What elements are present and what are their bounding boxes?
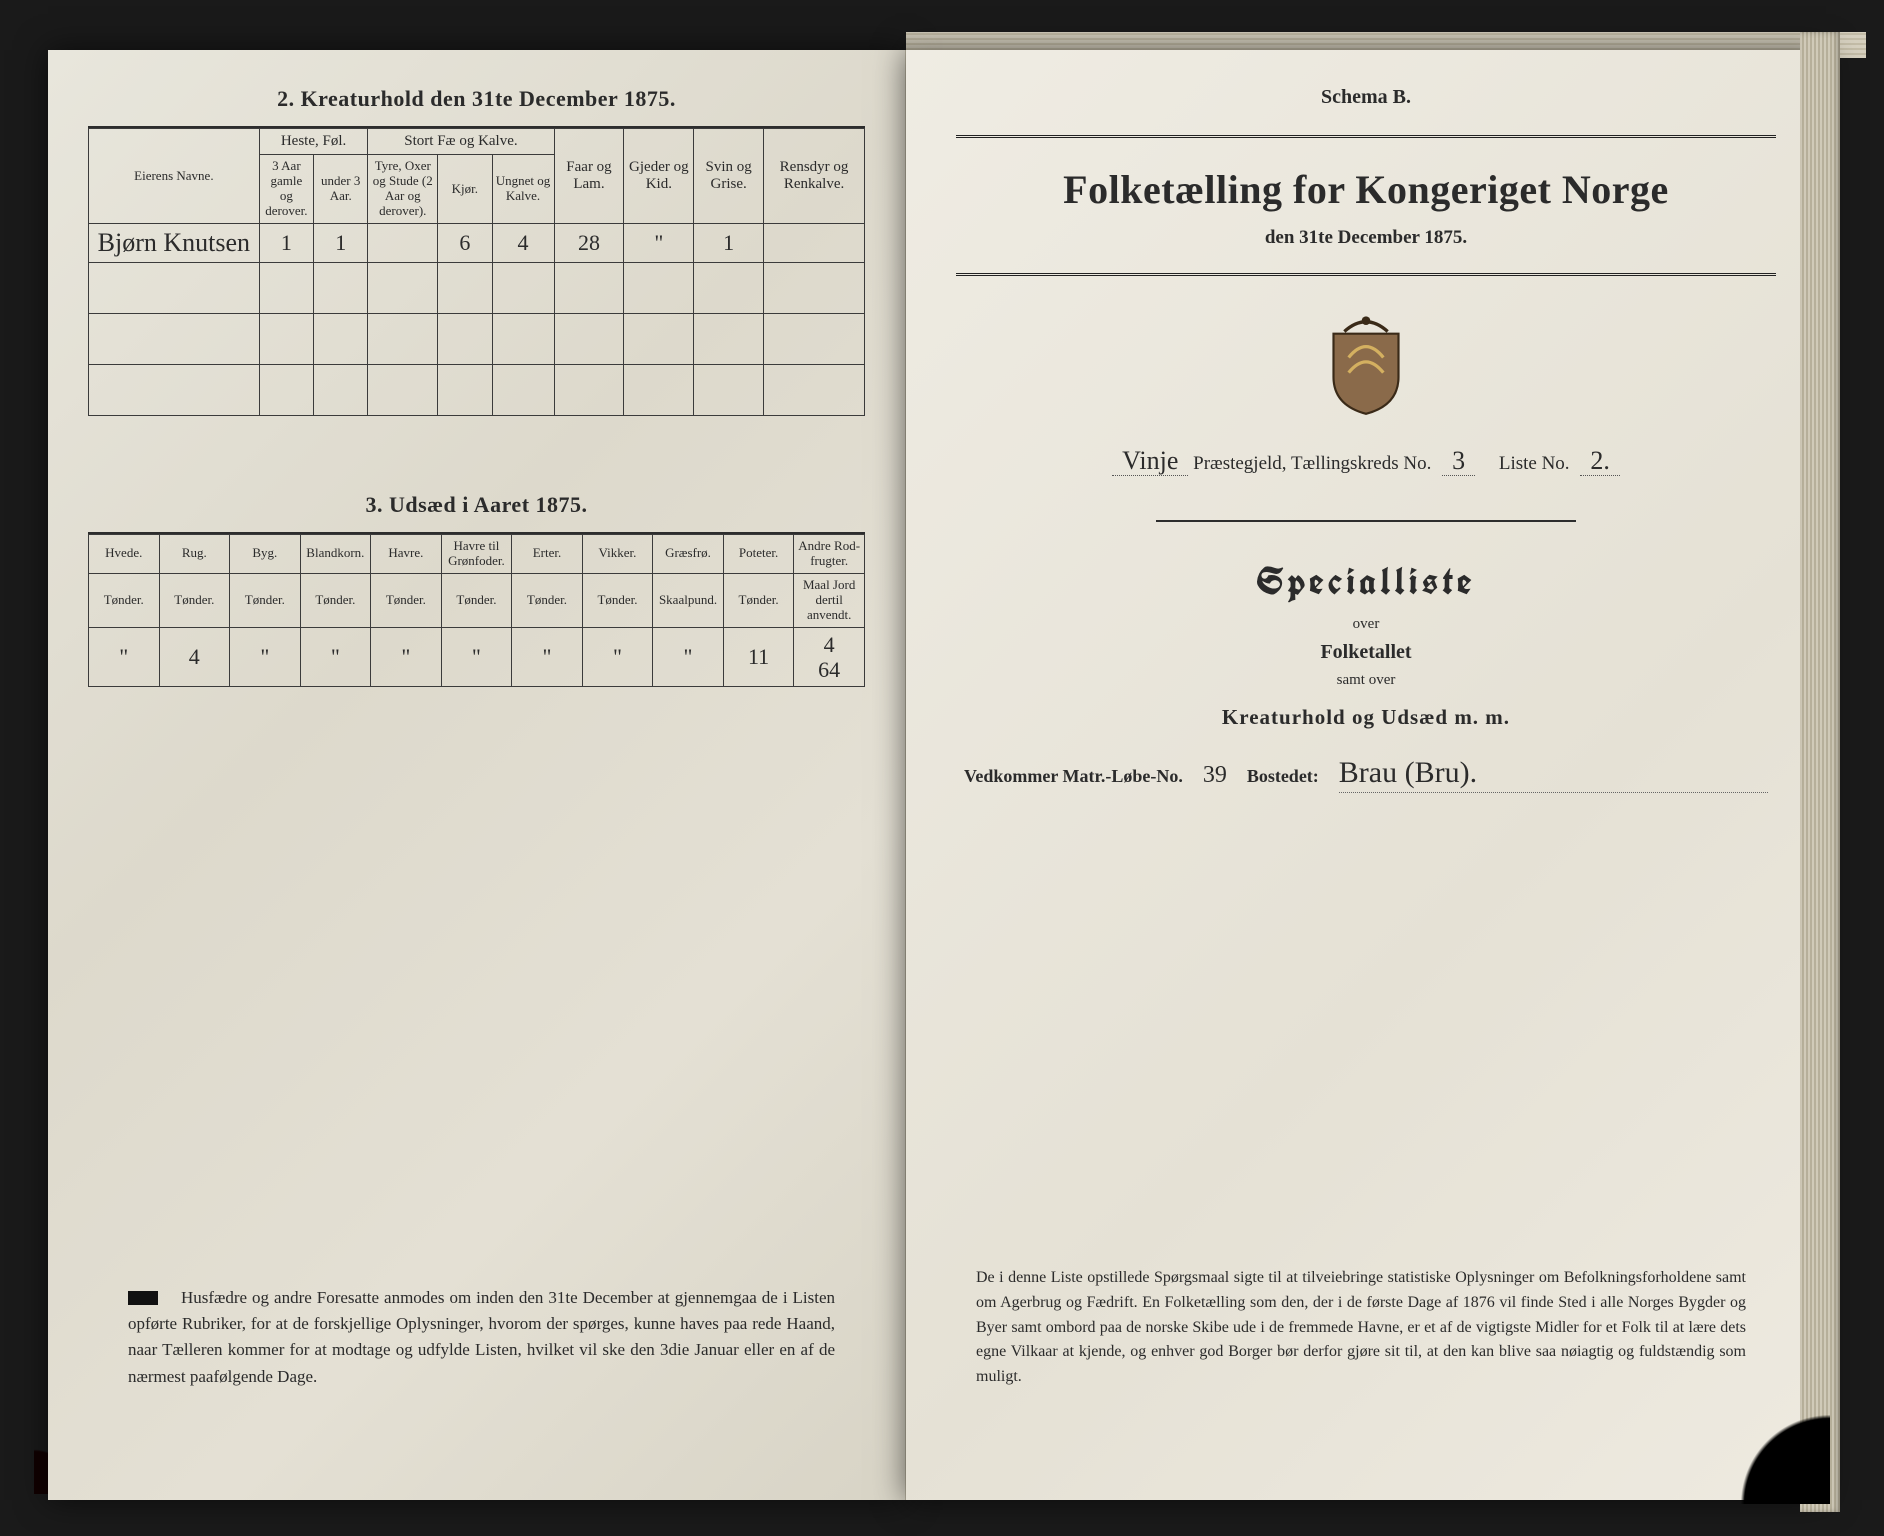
s-graesfro: " <box>653 627 724 687</box>
c-poteter: Poteter. <box>723 534 794 573</box>
sub-heste-a: 3 Aar gamle og derover. <box>259 155 313 224</box>
left-page: 2. Kreaturhold den 31te December 1875. E… <box>48 50 906 1500</box>
pointing-hand-icon <box>128 1291 158 1305</box>
c-havre-gron: Havre til Grønfoder. <box>441 534 512 573</box>
s-hvede: " <box>89 627 160 687</box>
section2-title: 2. Kreaturhold den 31te December 1875. <box>88 86 865 112</box>
c-byg: Byg. <box>230 534 301 573</box>
grp-heste: Heste, Føl. <box>259 129 368 155</box>
right-footnote: De i denne Liste opstillede Spørgsmaal s… <box>976 1266 1746 1390</box>
parish-lbl2: Liste No. <box>1499 453 1570 474</box>
table-row <box>89 262 865 313</box>
specialliste-title: Specialliste <box>946 556 1786 606</box>
grp-svin: Svin og Grise. <box>694 129 764 224</box>
bosted-place: Brau (Bru). <box>1339 756 1768 793</box>
kreds-no: 3 <box>1442 446 1475 476</box>
grp-stort: Stort Fæ og Kalve. <box>368 129 554 155</box>
right-corner-shadow <box>1680 1394 1830 1504</box>
liste-no: 2. <box>1580 446 1620 476</box>
u-4: Tønder. <box>300 573 371 627</box>
book-spread: 2. Kreaturhold den 31te December 1875. E… <box>0 0 1884 1536</box>
u-3: Tønder. <box>230 573 301 627</box>
right-page: Schema B. Folketælling for Kongeriget No… <box>906 50 1826 1500</box>
parish-lbl1: Præstegjeld, Tællingskreds No. <box>1193 453 1431 474</box>
v-rensdyr <box>764 224 865 263</box>
v-stort-a <box>368 224 438 263</box>
matr-lbl: Vedkommer Matr.-Løbe-No. <box>964 766 1183 787</box>
u-5: Tønder. <box>371 573 442 627</box>
s-rug: 4 <box>159 627 230 687</box>
spec-kreatur: Kreaturhold og Udsæd m. m. <box>946 705 1786 730</box>
s-bland: " <box>300 627 371 687</box>
v-heste-b: 1 <box>314 224 368 263</box>
spec-over: over <box>946 616 1786 633</box>
u-6: Tønder. <box>441 573 512 627</box>
table-row <box>89 313 865 364</box>
v-faar: 28 <box>554 224 624 263</box>
c-erter: Erter. <box>512 534 583 573</box>
sub-heste-b: under 3 Aar. <box>314 155 368 224</box>
table-row <box>89 364 865 415</box>
owner-name: Bjørn Knutsen <box>89 224 260 263</box>
v-svin: 1 <box>694 224 764 263</box>
v-heste-a: 1 <box>259 224 313 263</box>
c-rug: Rug. <box>159 534 230 573</box>
sub-stort-c: Ungnet og Kalve. <box>492 155 554 224</box>
livestock-row: Bjørn Knutsen 1 1 6 4 28 " 1 <box>89 224 865 263</box>
parish-name: Vinje <box>1112 446 1188 476</box>
s-erter: " <box>512 627 583 687</box>
c-havre: Havre. <box>371 534 442 573</box>
u-1: Tønder. <box>89 573 160 627</box>
v-stort-b: 6 <box>438 224 492 263</box>
sub-stort-a: Tyre, Oxer og Stude (2 Aar og derover). <box>368 155 438 224</box>
s-vikker: " <box>582 627 653 687</box>
u-10: Tønder. <box>723 573 794 627</box>
u-7: Tønder. <box>512 573 583 627</box>
u-2: Tønder. <box>159 573 230 627</box>
u-11: Maal Jord dertil anvendt. <box>794 573 865 627</box>
s-byg: " <box>230 627 301 687</box>
grp-rensdyr: Rensdyr og Renkalve. <box>764 129 865 224</box>
bosted-line: Vedkommer Matr.-Løbe-No. 39 Bostedet: Br… <box>964 756 1768 793</box>
s-havre-gron: " <box>441 627 512 687</box>
seed-table: Hvede. Rug. Byg. Blandkorn. Havre. Havre… <box>88 534 865 687</box>
col-owner: Eierens Navne. <box>89 129 260 224</box>
parish-line: Vinje Præstegjeld, Tællingskreds No. 3 L… <box>964 446 1768 476</box>
s-havre: " <box>371 627 442 687</box>
grp-faar: Faar og Lam. <box>554 129 624 224</box>
c-graesfro: Græsfrø. <box>653 534 724 573</box>
seed-row: " 4 " " " " " " " 11 4 64 <box>89 627 865 687</box>
coat-of-arms-icon <box>1322 312 1410 416</box>
livestock-table: Eierens Navne. Heste, Føl. Stort Fæ og K… <box>88 128 865 416</box>
s-andre: 4 64 <box>794 627 865 687</box>
schema-label: Schema B. <box>946 86 1786 109</box>
spec-samt: samt over <box>946 672 1786 689</box>
c-hvede: Hvede. <box>89 534 160 573</box>
grp-gjeder: Gjeder og Kid. <box>624 129 694 224</box>
c-andre: Andre Rod-frugter. <box>794 534 865 573</box>
v-stort-c: 4 <box>492 224 554 263</box>
matr-no: 39 <box>1203 762 1227 789</box>
main-title: Folketælling for Kongeriget Norge <box>956 166 1776 213</box>
left-footnote: Husfædre og andre Foresatte anmodes om i… <box>128 1285 835 1390</box>
c-bland: Blandkorn. <box>300 534 371 573</box>
left-foot-text: Husfædre og andre Foresatte anmodes om i… <box>128 1288 835 1386</box>
page-stack-edge <box>1800 32 1840 1512</box>
v-gjeder: " <box>624 224 694 263</box>
bosted-lbl: Bostedet: <box>1247 766 1319 787</box>
u-9: Skaalpund. <box>653 573 724 627</box>
title-block: Folketælling for Kongeriget Norge den 31… <box>956 135 1776 276</box>
sub-stort-b: Kjør. <box>438 155 492 224</box>
section3-title: 3. Udsæd i Aaret 1875. <box>88 492 865 518</box>
s-poteter: 11 <box>723 627 794 687</box>
c-vikker: Vikker. <box>582 534 653 573</box>
subtitle: den 31te December 1875. <box>956 227 1776 249</box>
spec-folketallet: Folketallet <box>946 641 1786 664</box>
u-8: Tønder. <box>582 573 653 627</box>
